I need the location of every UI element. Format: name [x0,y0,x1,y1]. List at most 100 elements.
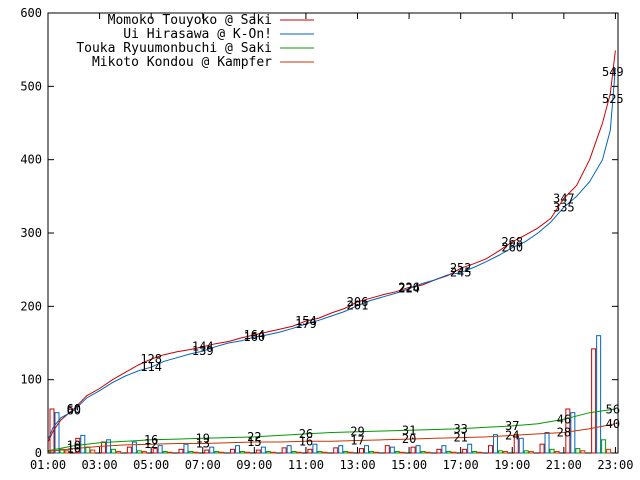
hourly-bar [580,450,586,454]
hourly-bar [219,451,225,454]
hourly-bar [523,450,529,454]
hourly-bar [420,451,426,454]
data-label: 139 [192,344,214,358]
hourly-bar [136,450,142,454]
x-tick-label: 07:00 [185,458,221,472]
data-label: 268 [501,235,523,249]
data-label: 60 [67,402,81,416]
data-label: 245 [450,266,472,280]
hourly-bar [462,448,468,454]
hourly-bar [260,446,266,454]
hourly-bar [487,445,493,454]
data-label: 33 [453,422,467,436]
hourly-bar [415,445,421,454]
data-label: 16 [144,433,158,447]
legend-entry-label: Touka Ryuumonbuchi @ Saki [76,41,272,56]
hourly-bar [240,451,246,454]
data-label: 114 [140,360,162,374]
hourly-bar [565,408,571,454]
y-axis: 0 100 200 300 400 500 600 [20,6,618,460]
data-label: 144 [192,340,214,354]
data-label: 40 [606,417,620,431]
hourly-bar [492,434,498,454]
x-tick-label: 21:00 [546,458,582,472]
y-tick-label: 500 [20,79,42,93]
hourly-bar [270,451,276,454]
hourly-bar [369,451,375,454]
hourly-bar [183,443,189,454]
y-tick-label: 200 [20,299,42,313]
hourly-bar [338,445,344,454]
data-label: 224 [398,282,420,296]
hourly-bar [606,448,612,454]
data-label: 29 [350,425,364,439]
x-tick-label: 15:00 [391,458,427,472]
hourly-bar [441,445,447,454]
y-tick-label: 400 [20,153,42,167]
data-label: 21 [453,431,467,445]
hourly-bar [255,449,261,454]
hourly-bar [296,451,302,454]
data-label: 201 [347,299,369,313]
legend-entry-label: Mikoto Kondou @ Kampfer [92,55,272,70]
data-label: 31 [402,423,416,437]
legend-entry-label: Momoko Touyoko @ Saki [108,13,272,28]
hourly-bar [451,451,457,454]
plot-frame [47,12,619,454]
hourly-bar [116,451,122,454]
hourly-bar [152,448,158,454]
hourly-bar [101,441,107,454]
hourly-bar [111,448,117,454]
hourly-bar [126,446,132,454]
hourly-bar [265,451,271,454]
data-label: 20 [402,432,416,446]
hourly-bar [591,348,597,454]
hourly-bar [554,451,560,454]
hourly-bar [162,451,168,454]
y-tick-label: 600 [20,6,42,20]
hourly-bar [389,446,395,454]
hourly-bar [596,335,602,454]
hourly-bar [286,445,292,454]
x-axis: 01:00 03:00 05:00 07:00 09:00 11:00 13:00 15:00… [30,13,633,472]
series-line [47,408,616,452]
hourly-bar [193,451,199,454]
hourly-bar [291,451,297,454]
hourly-bar [209,446,215,454]
data-label: 206 [347,295,369,309]
data-label: 19 [196,431,210,445]
data-label: 60 [67,403,81,417]
data-label: 335 [553,200,575,214]
hourly-bar [502,451,508,454]
data-label: 24 [505,428,519,442]
hourly-bar [343,451,349,454]
data-label: 56 [606,402,620,416]
hourly-bar [374,451,380,454]
hourly-bar [544,431,550,454]
hourly-bar [214,451,220,454]
hourly-bar [281,447,287,454]
hourly-bar [307,448,313,454]
series-line [47,50,616,443]
hourly-bar [348,451,354,454]
x-tick-label: 13:00 [339,458,375,472]
hourly-bar [394,451,400,454]
data-label: 28 [557,425,571,439]
data-label: 37 [505,419,519,433]
data-label: 252 [450,261,472,275]
hourly-bar [539,443,545,454]
y-tick-label: 0 [35,446,42,460]
data-label: 12 [144,437,158,451]
x-tick-label: 11:00 [288,458,324,472]
hourly-bar [333,447,339,454]
data-label: 10 [67,442,81,456]
data-label: 10 [67,439,81,453]
hourly-bar [141,451,147,454]
data-label: 46 [557,412,571,426]
hourly-bar [59,448,65,454]
data-label: 260 [501,241,523,255]
legend-entry-label: Ui Hirasawa @ K-On! [123,27,272,42]
data-label: 160 [243,330,265,344]
